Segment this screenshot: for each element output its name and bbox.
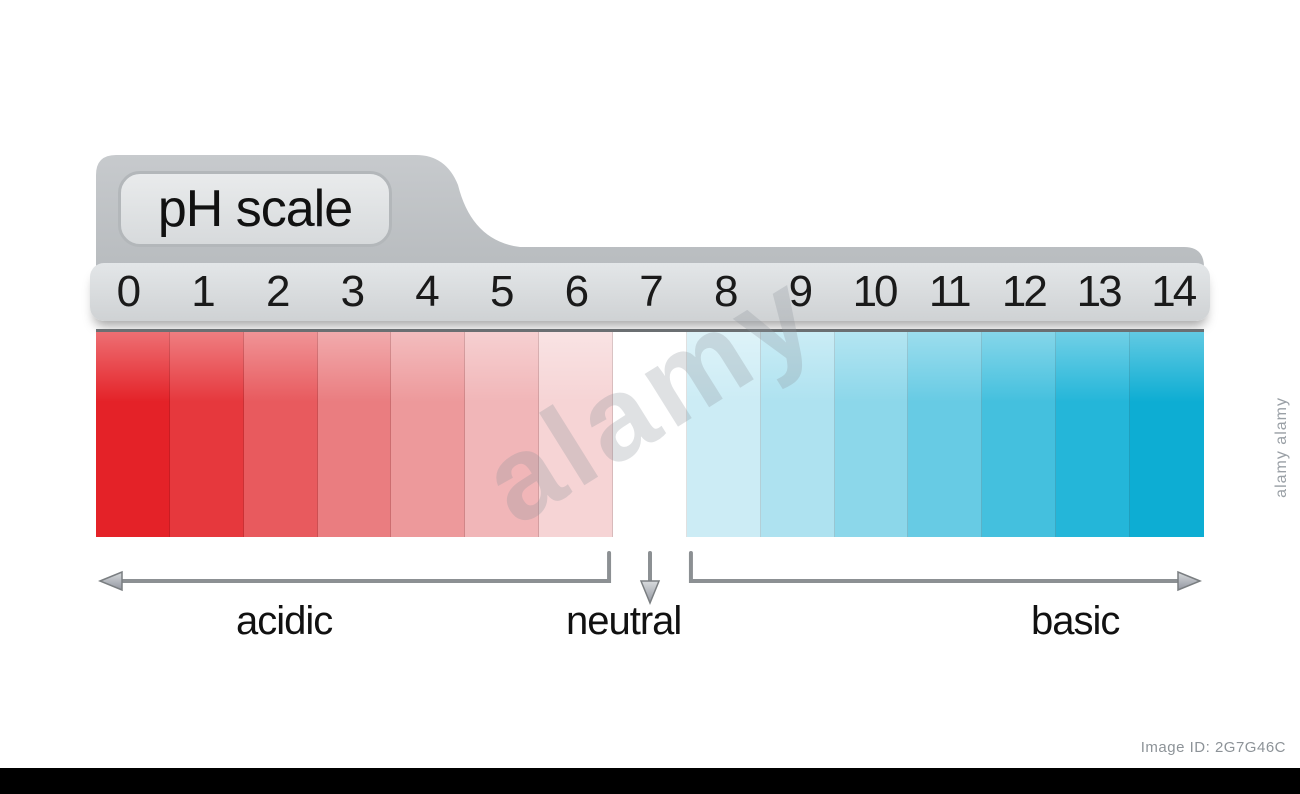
segment-0	[96, 332, 170, 537]
segment-10	[835, 332, 909, 537]
title-pill: pH scale	[118, 171, 392, 247]
region-annotations: acidic neutral basic	[96, 547, 1204, 667]
number-1: 1	[165, 263, 240, 321]
number-11: 11	[911, 263, 986, 321]
segment-11	[908, 332, 982, 537]
number-0: 0	[90, 263, 165, 321]
number-6: 6	[538, 263, 613, 321]
color-band	[96, 329, 1204, 537]
watermark-corner: Image ID: 2G7G46C	[1141, 739, 1286, 756]
watermark-side: alamy alamy	[1273, 397, 1291, 498]
segment-4	[391, 332, 465, 537]
segment-5	[465, 332, 539, 537]
number-8: 8	[687, 263, 762, 321]
segment-1	[170, 332, 244, 537]
segment-12	[982, 332, 1056, 537]
bottom-bar	[0, 768, 1300, 794]
numbers-strip: 01234567891011121314	[90, 263, 1210, 321]
segment-7	[613, 332, 687, 537]
label-basic: basic	[1031, 599, 1119, 644]
number-5: 5	[463, 263, 538, 321]
segment-8	[687, 332, 761, 537]
number-2: 2	[239, 263, 314, 321]
segment-3	[318, 332, 392, 537]
number-4: 4	[389, 263, 464, 321]
segment-14	[1130, 332, 1204, 537]
segment-2	[244, 332, 318, 537]
number-9: 9	[762, 263, 837, 321]
segment-9	[761, 332, 835, 537]
number-10: 10	[837, 263, 912, 321]
label-neutral: neutral	[566, 599, 681, 644]
number-3: 3	[314, 263, 389, 321]
title-text: pH scale	[158, 179, 352, 239]
segment-13	[1056, 332, 1130, 537]
number-12: 12	[986, 263, 1061, 321]
number-13: 13	[1061, 263, 1136, 321]
number-7: 7	[613, 263, 688, 321]
segment-6	[539, 332, 613, 537]
number-14: 14	[1135, 263, 1210, 321]
label-acidic: acidic	[236, 599, 332, 644]
